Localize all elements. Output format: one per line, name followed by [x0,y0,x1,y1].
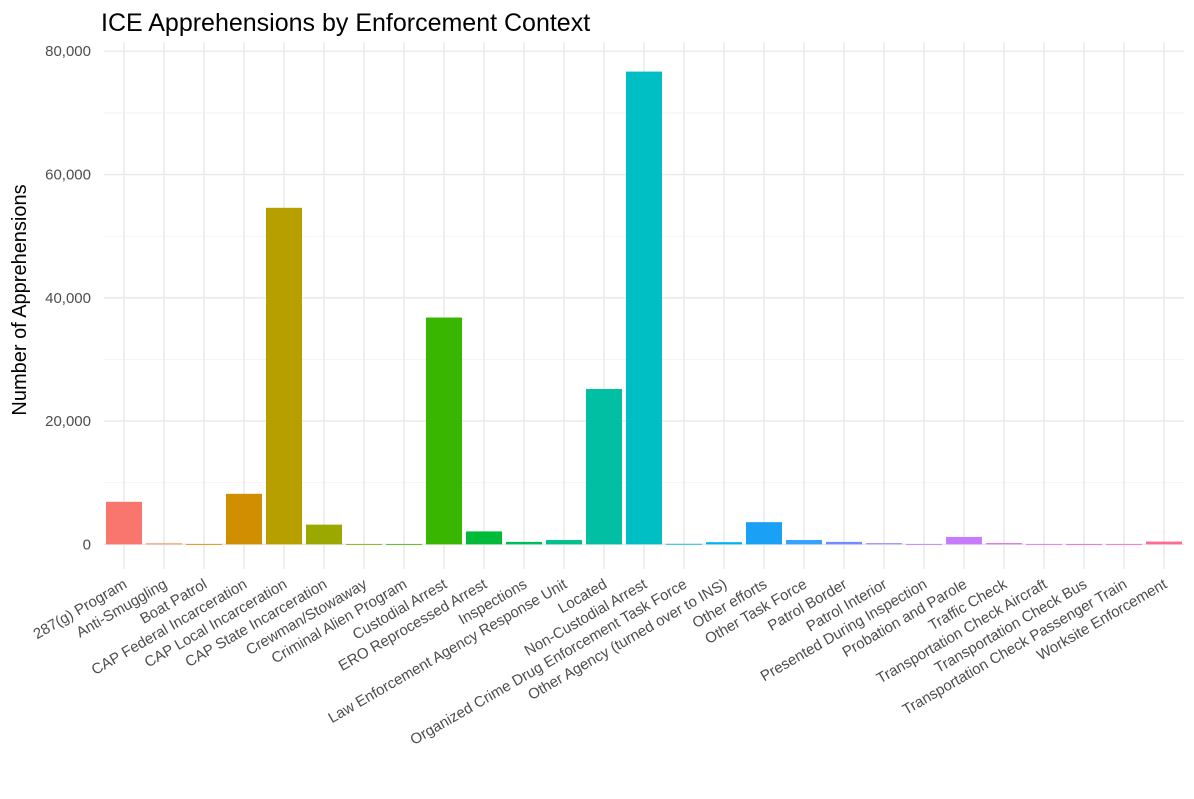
bar-anti-smuggling [146,543,182,545]
bar-cap-local-incarceration [266,207,302,545]
bar-cap-federal-incarceration [226,493,262,545]
bar-ero-reprocessed-arrest [466,531,502,545]
bar-crewman-stowaway [346,544,382,545]
bar-other-agency-turned-over-to-ins [706,542,742,545]
bar-worksite-enforcement [1146,541,1182,545]
bar-traffic-check [986,543,1022,545]
y-tick-label: 20,000 [45,413,91,430]
bars [106,71,1182,546]
bar-boat-patrol [186,543,222,545]
bar-organized-crime-drug-enforcement-task-force [666,543,702,545]
y-tick-label: 80,000 [45,43,91,60]
bar-non-custodial-arrest [626,71,662,545]
y-axis-ticks: 0 20,000 40,000 60,000 80,000 [45,43,91,553]
y-tick-label: 60,000 [45,167,91,184]
y-axis-title: Number of Apprehensions [9,184,31,415]
y-tick-label: 40,000 [45,290,91,307]
bar-criminal-alien-program [386,544,422,546]
bar-patrol-border [826,541,862,545]
chart-title: ICE Apprehensions by Enforcement Context [101,9,590,37]
bar-other-efforts [746,522,782,545]
bar-transportation-check-bus [1066,544,1102,546]
bar-inspections [506,541,542,545]
bar-presented-during-inspection [906,544,942,545]
bar-probation-and-parole [946,536,982,545]
bar-287-g-program [106,501,142,545]
bar-other-task-force [786,540,822,545]
bar-transportation-check-aircraft [1026,544,1062,546]
bar-custodial-arrest [426,317,462,545]
y-tick-label: 0 [83,536,91,553]
bar-transportation-check-passenger-train [1106,544,1142,546]
bar-located [586,389,622,545]
bar-patrol-interior [866,543,902,545]
bar-law-enforcement-agency-response-unit [546,540,582,545]
bar-cap-state-incarceration [306,524,342,545]
